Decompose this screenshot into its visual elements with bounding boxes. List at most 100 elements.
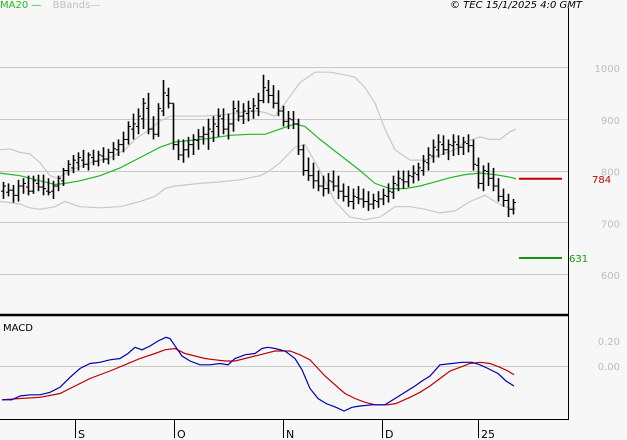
price-axis: 1000 900 800 700 600 [595, 64, 620, 282]
ohlc-bar [16, 179, 21, 202]
ohlc-bar [181, 139, 186, 163]
x-tick-label: N [286, 428, 294, 440]
ohlc-bar [256, 92, 261, 117]
ohlc-bar [241, 103, 246, 124]
ohlc-bar [251, 98, 256, 119]
ohlc-bar [486, 162, 491, 187]
ohlc-bar [471, 139, 476, 171]
ohlc-bar [191, 134, 196, 155]
ma20-polyline [0, 123, 517, 190]
ohlc-bar [166, 87, 171, 109]
ohlc-bar [211, 116, 216, 143]
ohlc-bar [406, 170, 411, 188]
ohlc-bar [1, 181, 6, 199]
macd-grid: MACD [0, 323, 568, 367]
ohlc-bar [281, 105, 286, 127]
ohlc-bar [271, 85, 276, 109]
macd-axis: 0.20 0.00 [598, 337, 620, 373]
ohlc-bar [366, 191, 371, 211]
support-resistance-levels: 784 631 [519, 175, 611, 265]
ohlc-bar [311, 162, 316, 189]
ohlc-bar [11, 184, 16, 203]
ohlc-bar [131, 113, 136, 140]
ohlc-bar [161, 79, 166, 117]
ohlc-bar [321, 175, 326, 197]
ohlc-bar [341, 183, 346, 202]
ohlc-bar [141, 98, 146, 130]
ohlc-bar [316, 170, 321, 192]
ohlc-bar [446, 139, 451, 161]
support-label: 631 [569, 254, 588, 265]
ohlc-bar [426, 147, 431, 171]
ohlc-bar [481, 165, 486, 192]
price-tick-label: 700 [601, 219, 620, 230]
legend-ma20: MA20 — [0, 0, 42, 11]
ohlc-bar [331, 170, 336, 192]
ohlc-bar [476, 157, 481, 189]
macd-title: MACD [3, 323, 33, 334]
ohlc-bar [461, 136, 466, 155]
ohlc-bar [31, 175, 36, 194]
x-tick-label: 25 [481, 428, 495, 440]
ohlc-bar [146, 92, 151, 135]
ohlc-bar [376, 191, 381, 208]
ohlc-bar [301, 144, 306, 176]
ohlc-bar [266, 79, 271, 104]
ohlc-bar [216, 108, 221, 137]
ohlc-bar [436, 134, 441, 158]
ohlc-bar [466, 134, 471, 153]
ohlc-bar [66, 160, 71, 176]
ohlc-bar [171, 102, 176, 150]
ohlc-bar [126, 121, 131, 145]
chart-frames [0, 8, 569, 420]
ohlc-bar [351, 188, 356, 210]
ohlc-bar [416, 162, 421, 181]
ohlc-bars [1, 74, 516, 218]
ohlc-bar [391, 175, 396, 199]
ohlc-bar [186, 136, 191, 158]
ohlc-bar [421, 154, 426, 176]
ohlc-bar [206, 118, 211, 150]
ma20-line [0, 123, 517, 190]
ohlc-bar [276, 90, 281, 117]
macd-tick-label: 0.00 [598, 362, 620, 373]
bband-line [0, 143, 517, 221]
x-tick-label: S [78, 428, 85, 440]
ohlc-bar [491, 167, 496, 192]
ohlc-bar [336, 175, 341, 199]
macd-tick-label: 0.20 [598, 337, 620, 348]
ohlc-bar [231, 100, 236, 132]
ohlc-bar [306, 157, 311, 181]
ohlc-bar [401, 170, 406, 189]
price-tick-label: 900 [601, 116, 620, 127]
copyright-timestamp: © TEC 15/1/2025 4:0 GMT [450, 0, 582, 11]
ohlc-bar [201, 126, 206, 145]
resistance-label: 784 [592, 175, 611, 186]
legend-bbands: BBands— [52, 0, 101, 11]
signal-line [1, 347, 515, 406]
ohlc-bar [511, 198, 516, 215]
ohlc-bar [6, 183, 11, 197]
ohlc-bar [381, 188, 386, 206]
ohlc-bar [356, 186, 361, 205]
ohlc-bar [236, 100, 241, 122]
ohlc-bar [226, 113, 231, 140]
price-tick-label: 600 [601, 271, 620, 282]
ohlc-bar [361, 188, 366, 208]
price-tick-label: 800 [601, 168, 620, 179]
ohlc-bar [326, 173, 331, 194]
ohlc-bar [496, 178, 501, 202]
x-tick-label: D [385, 428, 393, 440]
ohlc-bar [441, 135, 446, 155]
ohlc-bar [451, 134, 456, 157]
ohlc-bar [71, 154, 76, 174]
ohlc-bar [296, 118, 301, 155]
macd-lines [1, 336, 515, 412]
ohlc-bar [26, 175, 31, 196]
ohlc-bar [51, 180, 56, 199]
ohlc-bar [156, 103, 161, 137]
ohlc-bar [116, 139, 121, 157]
ohlc-bar [136, 108, 141, 135]
ohlc-bar [246, 100, 251, 122]
